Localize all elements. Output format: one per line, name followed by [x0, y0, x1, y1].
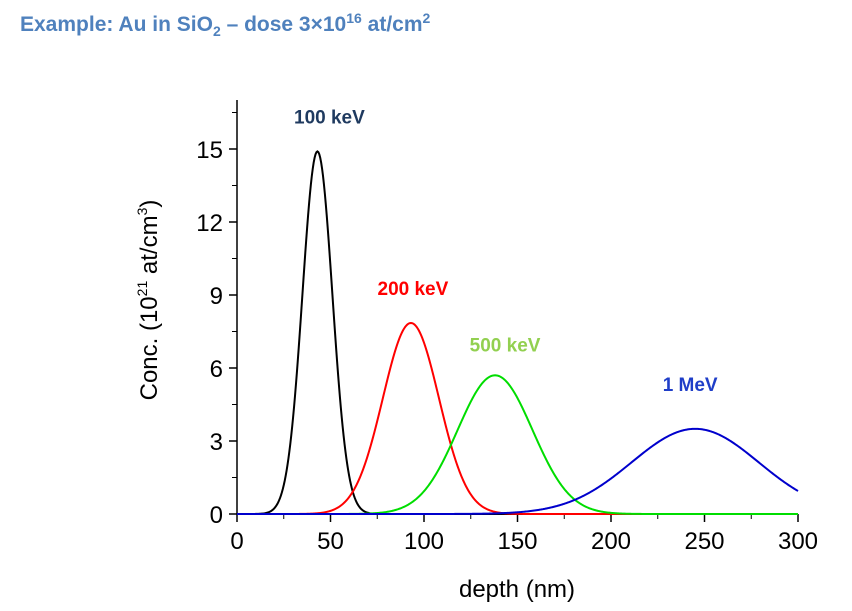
y-tick-label: 9 — [210, 283, 223, 310]
y-tick-label: 3 — [210, 429, 223, 456]
series-label-200-kev: 200 keV — [378, 279, 449, 300]
series-line-500-kev — [237, 374, 798, 515]
x-tick-label: 250 — [684, 528, 724, 555]
ticks: 0 50 100 150 200 250 300 0 3 6 9 12 15 — [196, 112, 818, 555]
chart-title: Example: Au in SiO2 – dose 3×1016 at/cm2 — [20, 10, 430, 39]
title-exponent: 16 — [346, 10, 362, 26]
title-subscript: 2 — [212, 23, 221, 40]
y-axis-label-pre: Conc. (10 — [136, 296, 163, 400]
x-axis-label: depth (nm) — [459, 576, 575, 603]
title-unit-exponent: 2 — [422, 10, 431, 26]
y-tick-label: 0 — [210, 502, 223, 529]
y-axis-label: Conc. (1021 at/cm3) — [134, 200, 163, 401]
series-line-100-kev — [237, 150, 798, 515]
x-tick-label: 150 — [497, 528, 537, 555]
x-tick-label: 100 — [404, 528, 444, 555]
series-label-100-kev: 100 keV — [294, 107, 365, 128]
series-label-1-mev: 1 MeV — [663, 375, 718, 396]
title-dose: – dose 3×10 — [220, 13, 347, 36]
series-label-500-kev: 500 keV — [470, 335, 541, 356]
series-line-1-mev — [237, 427, 799, 515]
series-lines — [237, 150, 799, 515]
x-tick-label: 300 — [778, 528, 818, 555]
title-main: Example: Au in SiO — [20, 13, 213, 36]
series-labels: 100 keV 200 keV 500 keV 1 MeV — [294, 107, 718, 395]
y-tick-label: 6 — [210, 356, 223, 383]
y-axis-label-exp2: 3 — [134, 207, 150, 215]
x-tick-label: 200 — [591, 528, 631, 555]
y-axis-label-mid: at/cm — [136, 215, 163, 280]
y-axis-label-post: ) — [136, 200, 163, 208]
y-tick-label: 12 — [196, 210, 223, 237]
title-unit: at/cm — [361, 13, 423, 36]
x-tick-label: 50 — [317, 528, 344, 555]
x-tick-label: 0 — [230, 528, 243, 555]
y-axis-label-exp: 21 — [134, 281, 150, 297]
y-tick-label: 15 — [196, 137, 223, 164]
